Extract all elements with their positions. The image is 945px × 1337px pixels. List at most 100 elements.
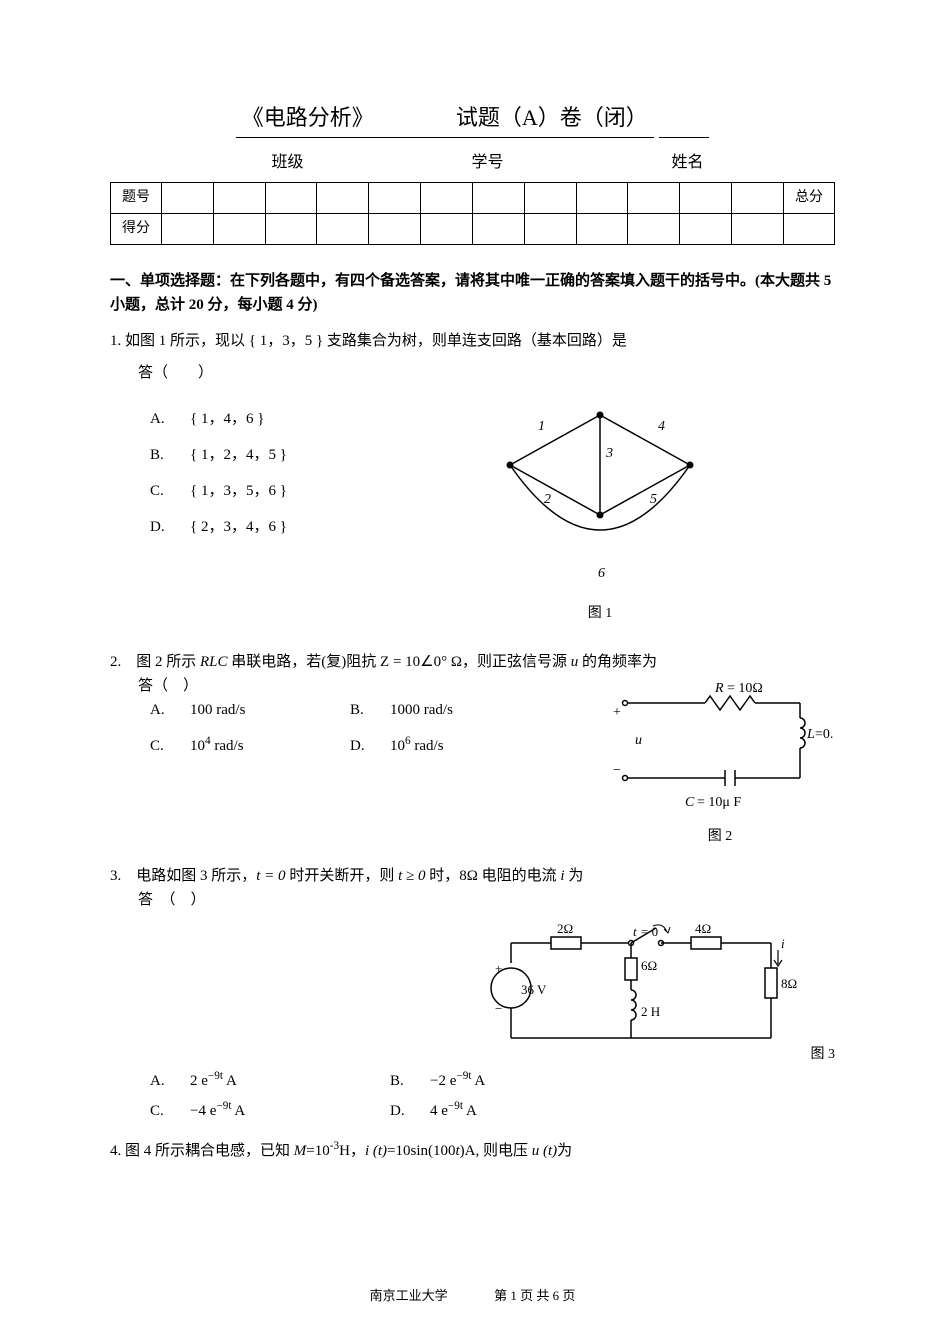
score-cell: [732, 182, 784, 213]
svg-text:−: −: [613, 763, 621, 778]
q1-option-b: B.{ 1，2，4，5 }: [150, 443, 460, 467]
figure-3: 2Ω t = 0 4Ω 6Ω 2 H 8Ω i + − 36 V: [481, 918, 835, 1066]
title-right: 试题（A）卷（闭）: [450, 100, 654, 138]
svg-text:u: u: [635, 733, 642, 748]
score-total-label: 总分: [784, 182, 835, 213]
score-cell: [576, 213, 628, 244]
q2-stem: 2. 图 2 所示 RLC 串联电路，若(复)阻抗 Z = 10∠0° Ω，则正…: [110, 650, 835, 674]
q3-stem: 3. 电路如图 3 所示，t = 0 时开关断开，则 t ≥ 0 时，8Ω 电阻…: [110, 864, 835, 888]
title-gap: [380, 115, 450, 138]
svg-text:8Ω: 8Ω: [781, 976, 797, 991]
q2-option-c: C.104 rad/s: [150, 732, 350, 758]
score-cell: [680, 182, 732, 213]
rl-circuit-icon: 2Ω t = 0 4Ω 6Ω 2 H 8Ω i + − 36 V: [481, 918, 801, 1058]
score-row1-label: 题号: [111, 182, 162, 213]
svg-text:1: 1: [538, 419, 545, 434]
score-cell: [265, 182, 317, 213]
q2-option-a: A.100 rad/s: [150, 698, 350, 722]
svg-text:4Ω: 4Ω: [695, 921, 711, 936]
svg-text:6: 6: [598, 566, 605, 581]
score-cell: [524, 213, 576, 244]
q3-option-c: C.−4 e−9t A: [150, 1097, 390, 1123]
score-table: 题号 总分 得分: [110, 182, 835, 245]
id-label: 学号: [471, 150, 503, 176]
question-1: 1. 如图 1 所示，现以 { 1，3，5 } 支路集合为树，则单连支回路（基本…: [110, 329, 835, 626]
svg-text:36 V: 36 V: [521, 982, 547, 997]
score-cell: [213, 182, 265, 213]
svg-text:R: R: [714, 681, 724, 696]
svg-text:C: C: [685, 795, 695, 810]
svg-text:i: i: [781, 936, 785, 951]
q2-option-b: B.1000 rad/s: [350, 698, 550, 722]
page-title: 《电路分析》 试题（A）卷（闭）: [110, 100, 835, 138]
score-row2-label: 得分: [111, 213, 162, 244]
name-label: 姓名: [672, 150, 704, 176]
svg-text:t: t: [633, 924, 637, 939]
score-cell: [524, 182, 576, 213]
score-cell: [317, 182, 369, 213]
student-info-row: 班级 学号 姓名: [110, 150, 835, 176]
q1-option-c: C.{ 1，3，5，6 }: [150, 479, 460, 503]
svg-text:+: +: [613, 705, 621, 720]
score-cell: [213, 213, 265, 244]
q1-answer-blank: 答（ ）: [110, 361, 835, 385]
q3-option-d: D.4 e−9t A: [390, 1097, 630, 1123]
figure-1: 1 4 3 2 5 6 图 1: [480, 395, 720, 626]
fig2-caption: 图 2: [605, 826, 835, 848]
svg-text:2 H: 2 H: [641, 1004, 660, 1019]
q4-stem: 4. 图 4 所示耦合电感，已知 M=10-3H，i (t)=10sin(100…: [110, 1137, 835, 1163]
fig3-caption: 图 3: [811, 1044, 836, 1066]
q3-option-a: A.2 e−9t A: [150, 1067, 390, 1093]
q1-stem: 1. 如图 1 所示，现以 { 1，3，5 } 支路集合为树，则单连支回路（基本…: [110, 329, 835, 353]
svg-text:= 0: = 0: [641, 924, 658, 939]
score-cell: [317, 213, 369, 244]
score-cell: [628, 213, 680, 244]
page-footer: 南京工业大学 第 1 页 共 6 页: [0, 1286, 945, 1307]
question-2: 2. 图 2 所示 RLC 串联电路，若(复)阻抗 Z = 10∠0° Ω，则正…: [110, 650, 835, 849]
title-left: 《电路分析》: [236, 100, 380, 138]
score-cell: [472, 182, 524, 213]
score-cell: [162, 182, 214, 213]
footer-page: 第 1 页 共 6 页: [494, 1288, 575, 1303]
score-cell: [162, 213, 214, 244]
score-cell: [680, 213, 732, 244]
q3-options: A.2 e−9t A B.−2 e−9t A C.−4 e−9t A D.4 e…: [150, 1067, 835, 1123]
score-cell: [732, 213, 784, 244]
svg-text:5: 5: [650, 492, 657, 507]
q3-option-b: B.−2 e−9t A: [390, 1067, 630, 1093]
table-row: 题号 总分: [111, 182, 835, 213]
score-cell: [576, 182, 628, 213]
svg-text:+: +: [495, 961, 502, 976]
score-cell: [628, 182, 680, 213]
q2-options: A.100 rad/s B.1000 rad/s C.104 rad/s D.1…: [150, 698, 585, 758]
score-cell: [421, 182, 473, 213]
svg-text:−: −: [495, 1001, 502, 1016]
svg-text:L: L: [806, 727, 815, 742]
question-3: 3. 电路如图 3 所示，t = 0 时开关断开，则 t ≥ 0 时，8Ω 电阻…: [110, 864, 835, 1122]
footer-univ: 南京工业大学: [370, 1288, 448, 1303]
score-cell: [369, 213, 421, 244]
rlc-circuit-icon: R = 10Ω L=0. 1H + − u C = 10μ F: [605, 678, 835, 818]
graph-diagram-icon: 1 4 3 2 5 6: [480, 395, 720, 595]
table-row: 得分: [111, 213, 835, 244]
q1-option-d: D.{ 2，3，4，6 }: [150, 515, 460, 539]
svg-text:2Ω: 2Ω: [557, 921, 573, 936]
score-cell: [472, 213, 524, 244]
svg-text:6Ω: 6Ω: [641, 958, 657, 973]
svg-text:2: 2: [544, 492, 551, 507]
figure-2: R = 10Ω L=0. 1H + − u C = 10μ F 图 2: [605, 678, 835, 849]
score-cell: [784, 213, 835, 244]
fig1-caption: 图 1: [480, 603, 720, 625]
section1-heading: 一、单项选择题：在下列各题中，有四个备选答案，请将其中唯一正确的答案填入题干的括…: [110, 269, 835, 317]
q1-options: A.{ 1，4，6 } B.{ 1，2，4，5 } C.{ 1，3，5，6 } …: [110, 395, 460, 551]
score-cell: [421, 213, 473, 244]
class-label: 班级: [271, 150, 303, 176]
title-tail: [659, 115, 709, 138]
q1-option-a: A.{ 1，4，6 }: [150, 407, 460, 431]
svg-text:= 10μ F: = 10μ F: [697, 795, 741, 810]
q2-option-d: D.106 rad/s: [350, 732, 550, 758]
svg-text:=0. 1H: =0. 1H: [815, 727, 835, 742]
question-4: 4. 图 4 所示耦合电感，已知 M=10-3H，i (t)=10sin(100…: [110, 1137, 835, 1163]
q3-answer-blank: 答 （ ）: [110, 888, 835, 912]
score-cell: [369, 182, 421, 213]
